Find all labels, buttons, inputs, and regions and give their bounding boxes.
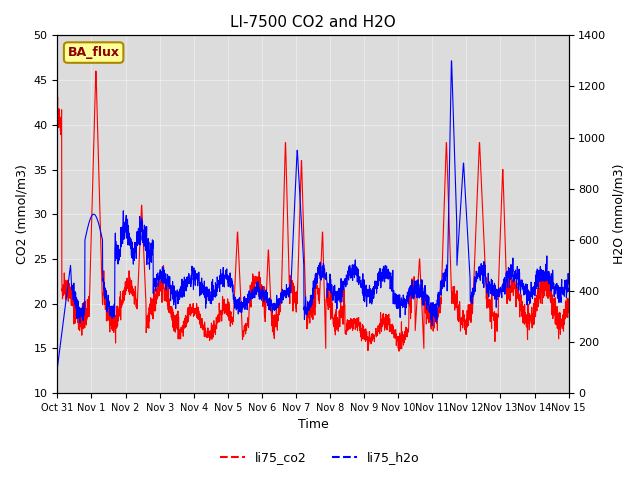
Title: LI-7500 CO2 and H2O: LI-7500 CO2 and H2O bbox=[230, 15, 396, 30]
li75_h2o bbox=[54, 365, 61, 371]
li75_h2o bbox=[447, 58, 455, 64]
li75_h2o bbox=[557, 281, 565, 287]
li75_h2o bbox=[564, 281, 572, 287]
li75_h2o bbox=[215, 281, 223, 287]
Line: li75_co2: li75_co2 bbox=[58, 71, 568, 351]
li75_h2o bbox=[344, 274, 351, 280]
li75_co2 bbox=[496, 246, 504, 252]
X-axis label: Time: Time bbox=[298, 419, 328, 432]
li75_co2 bbox=[215, 318, 223, 324]
Y-axis label: CO2 (mmol/m3): CO2 (mmol/m3) bbox=[15, 164, 28, 264]
li75_co2 bbox=[558, 323, 566, 329]
Legend: li75_co2, li75_h2o: li75_co2, li75_h2o bbox=[215, 446, 425, 469]
li75_h2o bbox=[104, 298, 112, 304]
li75_co2 bbox=[467, 320, 475, 325]
li75_h2o bbox=[467, 298, 474, 304]
Line: li75_h2o: li75_h2o bbox=[58, 61, 568, 368]
Text: BA_flux: BA_flux bbox=[68, 46, 120, 59]
li75_co2 bbox=[344, 321, 351, 327]
li75_co2 bbox=[92, 68, 100, 74]
li75_co2 bbox=[54, 104, 61, 110]
li75_co2 bbox=[395, 348, 403, 354]
li75_h2o bbox=[496, 292, 504, 298]
Y-axis label: H2O (mmol/m3): H2O (mmol/m3) bbox=[612, 164, 625, 264]
li75_co2 bbox=[564, 299, 572, 305]
li75_co2 bbox=[105, 310, 113, 316]
